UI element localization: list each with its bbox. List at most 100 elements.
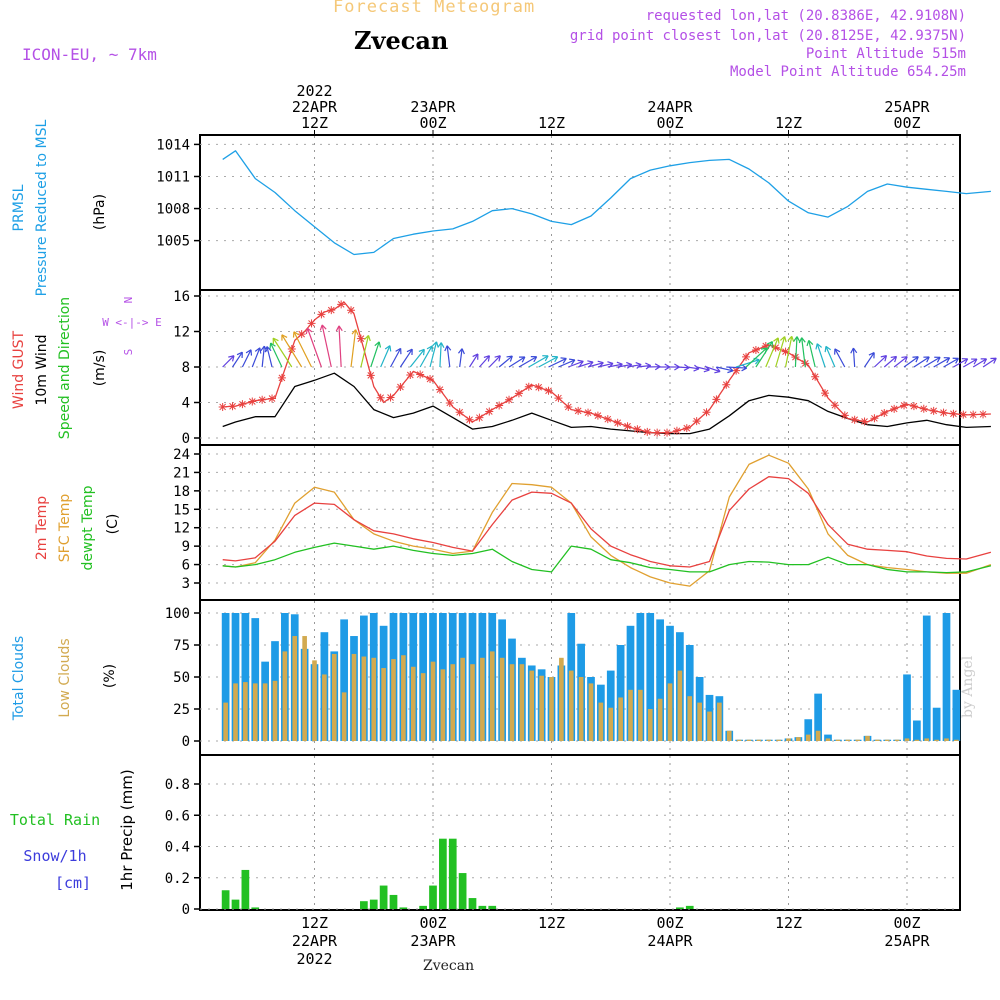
- low-cloud-bar: [667, 683, 673, 741]
- wind-arrow: [518, 356, 537, 368]
- wind-arrow: [962, 358, 978, 368]
- gust-marker: [445, 398, 454, 407]
- rain-bar: [399, 907, 408, 909]
- y-tick-label: 4: [182, 396, 190, 412]
- low-cloud-bar: [657, 698, 663, 741]
- wind-arrow: [587, 362, 604, 368]
- wind-arrow: [607, 363, 623, 368]
- time-label-bottom: 23APR: [410, 932, 456, 950]
- wind-arrow: [637, 364, 651, 368]
- low-cloud-bar: [845, 739, 851, 741]
- gust-marker: [584, 408, 593, 417]
- gust-marker: [643, 427, 652, 436]
- low-cloud-bar: [292, 636, 298, 741]
- low-cloud-bar: [341, 692, 347, 741]
- wind-arrow-head: [494, 355, 501, 362]
- wind-speed-line: [222, 372, 991, 435]
- wind-arrow-head: [961, 358, 969, 365]
- wind-arrow: [735, 359, 760, 368]
- gust-marker: [495, 401, 504, 410]
- gust-marker: [347, 306, 356, 315]
- rain-bar: [419, 905, 427, 909]
- low-cloud-bar: [608, 707, 614, 741]
- gust-marker: [564, 402, 573, 411]
- gust-marker: [860, 417, 869, 426]
- low-cloud-bar: [628, 689, 633, 741]
- low-cloud-bar: [638, 689, 643, 741]
- wind-arrow: [726, 366, 747, 369]
- time-label-bottom: 12Z: [301, 914, 328, 932]
- low-cloud-bar: [647, 709, 653, 741]
- label-temp-unit: (C): [105, 514, 121, 535]
- gust-marker: [751, 346, 760, 355]
- wind-arrow: [548, 357, 567, 368]
- gust-marker: [455, 408, 464, 417]
- wind-arrow-head: [506, 355, 513, 362]
- label-clouds-unit: (%): [102, 664, 118, 688]
- low-cloud-bar: [875, 739, 880, 741]
- low-cloud-bar: [470, 664, 475, 741]
- gust-marker: [653, 428, 662, 437]
- y-tick-label: 0.6: [165, 808, 190, 824]
- wind-arrow-head: [384, 345, 392, 352]
- wind-arrow: [558, 359, 576, 368]
- label-total-rain: Total Rain: [10, 811, 100, 829]
- total-cloud-bar: [616, 645, 625, 741]
- gust-marker: [732, 366, 741, 375]
- wind-arrow-head: [971, 358, 978, 365]
- wind-arrow: [816, 343, 826, 368]
- gust-marker: [228, 402, 237, 411]
- wind-arrow: [825, 346, 836, 368]
- time-label-top: 00Z: [419, 114, 446, 132]
- low-cloud-bar: [381, 668, 386, 741]
- low-cloud-bar: [766, 739, 772, 741]
- low-cloud-bar: [924, 738, 930, 741]
- low-cloud-bar: [430, 661, 436, 741]
- wind-arrow: [784, 336, 793, 368]
- wind-arrow-head: [980, 358, 988, 365]
- low-cloud-bar: [539, 675, 544, 741]
- time-label-bottom: 00Z: [893, 914, 920, 932]
- wind-arrow-head: [577, 359, 584, 367]
- gust-marker: [712, 395, 721, 404]
- wind-arrow-head: [551, 355, 559, 363]
- gust-marker: [880, 408, 889, 417]
- wind-arrow: [321, 324, 332, 368]
- gust-marker: [939, 408, 948, 417]
- wind-arrow-head: [254, 347, 262, 354]
- gust-marker: [692, 417, 701, 426]
- wind-arrow: [933, 357, 950, 368]
- wind-arrow-head: [245, 349, 253, 356]
- wind-arrow: [775, 336, 786, 368]
- model-altitude: Model Point Altitude 654.25m: [729, 64, 966, 80]
- y-tick-label: 0: [182, 902, 190, 918]
- rain-bar: [488, 905, 497, 909]
- low-cloud-bar: [855, 739, 860, 741]
- low-cloud-bar: [756, 739, 762, 741]
- low-cloud-bar: [440, 669, 446, 741]
- time-label-top: 12Z: [538, 114, 565, 132]
- gust-marker: [554, 394, 563, 403]
- low-cloud-bar: [904, 738, 910, 741]
- y-tick-label: 12: [173, 521, 190, 537]
- label-low-clouds: Low Clouds: [57, 638, 73, 717]
- rain-bar: [439, 838, 447, 909]
- low-cloud-bar: [489, 651, 495, 741]
- gust-marker: [435, 385, 444, 394]
- wind-arrow: [459, 348, 463, 368]
- total-cloud-bar: [646, 613, 655, 741]
- wind-arrow: [972, 358, 987, 368]
- wind-arrow: [597, 362, 614, 368]
- time-label-top: 25APR: [884, 98, 930, 116]
- gust-marker: [534, 383, 543, 392]
- wind-arrow-head: [880, 355, 888, 362]
- gust-marker: [376, 393, 385, 402]
- gust-marker: [524, 382, 533, 391]
- y-tick-label: 1011: [156, 169, 190, 185]
- wind-arrow: [478, 355, 490, 368]
- rain-bar: [231, 899, 240, 909]
- time-label-bottom: 00Z: [419, 914, 446, 932]
- low-cloud-bar: [894, 739, 900, 741]
- gust-marker: [317, 310, 326, 319]
